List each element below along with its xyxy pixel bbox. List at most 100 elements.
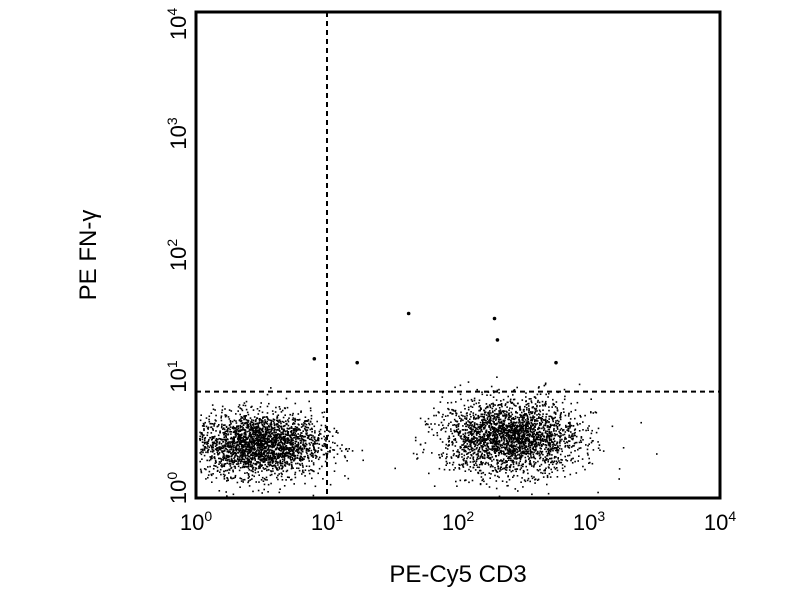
data-point <box>570 402 572 405</box>
data-point <box>229 421 232 423</box>
data-point <box>515 447 517 450</box>
data-point <box>246 465 249 468</box>
data-point <box>473 426 476 429</box>
data-point <box>257 426 260 428</box>
data-point <box>471 441 474 443</box>
data-point <box>555 401 558 403</box>
data-point <box>522 437 524 440</box>
data-point <box>273 431 275 433</box>
data-point <box>541 404 544 406</box>
data-point <box>249 479 252 481</box>
data-point <box>510 444 512 446</box>
data-point <box>546 421 548 424</box>
data-point <box>232 437 234 440</box>
data-point <box>564 414 567 417</box>
data-point <box>562 434 564 436</box>
data-point <box>274 442 277 445</box>
data-point <box>526 427 529 430</box>
data-point <box>565 424 567 427</box>
data-point <box>279 421 282 423</box>
data-point <box>516 436 519 439</box>
data-point <box>533 396 536 398</box>
data-point <box>256 408 259 410</box>
data-point <box>247 413 250 416</box>
data-point <box>203 428 205 430</box>
data-point <box>237 440 240 442</box>
data-point <box>477 426 479 428</box>
data-point <box>275 434 277 436</box>
data-point <box>280 467 283 470</box>
data-point <box>474 445 476 448</box>
data-point <box>275 423 278 425</box>
data-point <box>494 431 496 434</box>
data-point <box>495 399 498 401</box>
data-point <box>251 428 253 431</box>
data-point <box>452 409 455 411</box>
data-point <box>559 436 561 439</box>
data-point <box>224 469 227 472</box>
data-point <box>304 482 306 485</box>
data-point <box>530 435 533 438</box>
data-point <box>547 450 550 453</box>
data-point <box>252 458 254 461</box>
data-point <box>239 420 242 423</box>
data-point <box>541 450 544 453</box>
data-point <box>556 445 559 447</box>
data-point <box>280 427 283 429</box>
data-point <box>522 427 525 430</box>
data-point <box>238 449 240 452</box>
data-point <box>233 428 235 430</box>
data-point <box>286 440 289 443</box>
data-point <box>234 436 237 438</box>
data-point <box>514 455 516 457</box>
data-point <box>264 419 266 421</box>
data-point <box>225 436 227 438</box>
data-point <box>509 448 512 451</box>
data-point <box>211 481 213 483</box>
data-point <box>260 432 262 434</box>
data-point <box>441 416 444 418</box>
data-point <box>259 467 261 469</box>
data-point <box>484 463 486 465</box>
data-point <box>280 437 283 439</box>
data-point <box>477 471 479 474</box>
data-point <box>270 445 272 448</box>
data-point <box>232 448 235 451</box>
data-point <box>476 432 479 435</box>
data-point <box>481 448 484 451</box>
data-point <box>296 419 299 421</box>
data-point <box>473 416 475 418</box>
data-point <box>234 467 237 469</box>
data-point <box>544 469 546 472</box>
data-point <box>288 447 291 449</box>
data-point <box>466 439 468 441</box>
data-point <box>519 426 521 428</box>
data-point <box>501 468 504 470</box>
data-point <box>499 467 501 470</box>
data-point <box>549 415 552 418</box>
data-point <box>502 398 505 401</box>
data-point <box>464 439 467 441</box>
data-point <box>275 458 278 461</box>
data-point <box>304 475 306 477</box>
data-point <box>255 430 258 432</box>
data-point <box>296 448 299 450</box>
data-point <box>534 397 537 399</box>
data-point <box>255 452 257 455</box>
data-point <box>534 409 537 411</box>
data-point <box>515 445 517 448</box>
data-point <box>221 438 223 441</box>
data-point <box>510 470 513 473</box>
data-point <box>505 425 508 428</box>
data-point <box>201 449 204 452</box>
data-point <box>282 438 285 441</box>
data-point <box>215 438 218 440</box>
data-point <box>306 437 309 439</box>
data-point <box>566 441 569 444</box>
data-point <box>468 468 470 471</box>
data-point <box>535 441 538 443</box>
data-point <box>462 419 464 422</box>
data-point <box>462 415 464 417</box>
data-point <box>524 430 526 432</box>
data-point <box>282 450 284 452</box>
